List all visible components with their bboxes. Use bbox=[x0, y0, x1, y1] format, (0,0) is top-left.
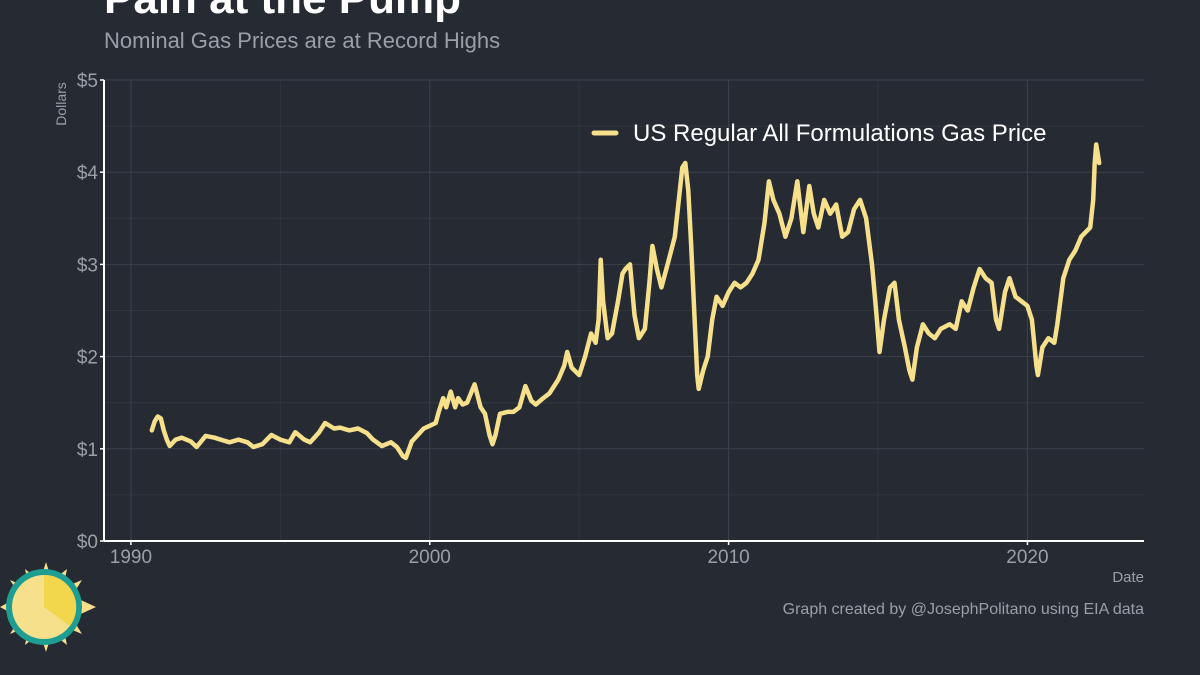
x-tick-label: 2010 bbox=[707, 547, 749, 568]
sun-logo-wedge-icon bbox=[44, 574, 77, 626]
y-tick-label: $1 bbox=[77, 440, 98, 461]
y-tick-label: $5 bbox=[77, 71, 98, 92]
axes: $0 $1 $2 $3 $4 $5 1990 2000 2010 2020 bbox=[77, 71, 1144, 568]
y-tick-label: $3 bbox=[77, 255, 98, 276]
y-tick-label: $2 bbox=[77, 348, 98, 369]
series-line-gas-price bbox=[149, 142, 1102, 461]
series-group bbox=[149, 142, 1102, 461]
y-axis-label: Dollars bbox=[53, 82, 69, 126]
legend-label: US Regular All Formulations Gas Price bbox=[633, 120, 1046, 147]
credit-caption: Graph created by @JosephPolitano using E… bbox=[782, 601, 1144, 618]
chart-title: Pain at the Pump bbox=[104, 0, 461, 24]
x-tick-label: 1990 bbox=[110, 547, 152, 568]
x-axis-label: Date bbox=[1112, 569, 1144, 586]
sun-logo bbox=[0, 562, 96, 652]
y-tick-label: $0 bbox=[77, 532, 98, 553]
grid-lines bbox=[104, 79, 1144, 542]
legend: US Regular All Formulations Gas Price bbox=[591, 120, 1046, 147]
x-tick-label: 2020 bbox=[1006, 547, 1048, 568]
chart-subtitle: Nominal Gas Prices are at Record Highs bbox=[104, 28, 501, 53]
y-tick-label: $4 bbox=[77, 163, 99, 184]
x-tick-label: 2000 bbox=[409, 547, 451, 568]
